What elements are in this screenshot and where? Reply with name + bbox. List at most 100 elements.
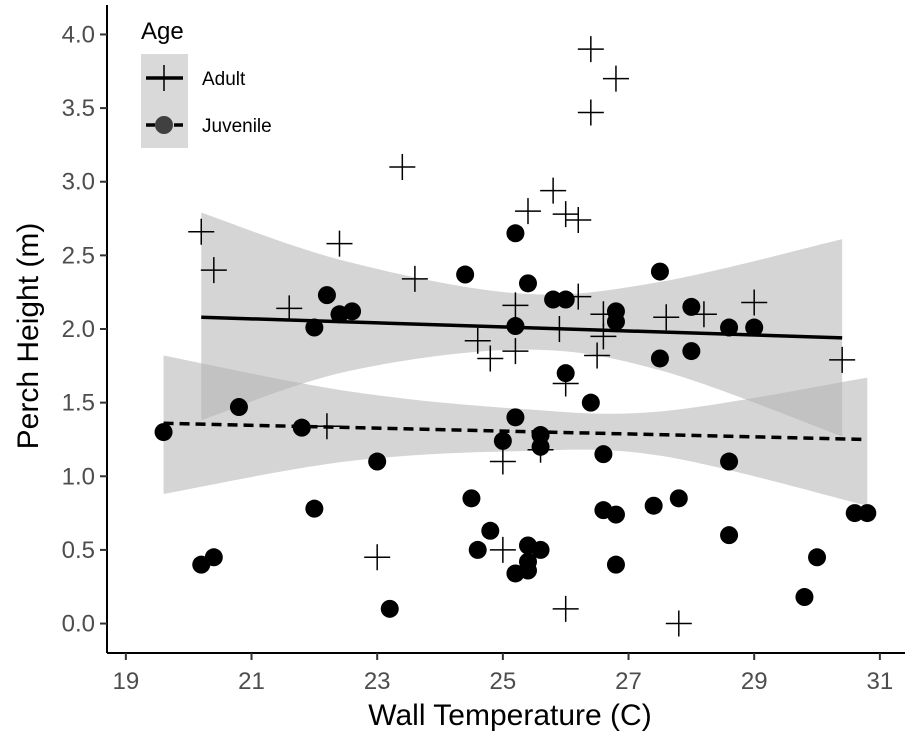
juvenile-point: [456, 265, 475, 284]
juvenile-point: [531, 540, 550, 559]
juvenile-point: [544, 290, 563, 309]
juvenile-point: [506, 224, 525, 243]
adult-point: [577, 99, 604, 126]
juvenile-point: [669, 489, 688, 508]
adult-point: [502, 338, 529, 365]
x-tick-label: 21: [238, 668, 265, 695]
juvenile-point: [506, 317, 525, 336]
adult-point: [546, 316, 573, 342]
juvenile-point: [518, 274, 537, 293]
adult-point: [565, 207, 592, 234]
data-points: [154, 36, 877, 637]
juvenile-point: [808, 548, 827, 567]
x-axis-title: Wall Temperature (C): [368, 699, 651, 732]
juvenile-point: [493, 431, 512, 450]
juvenile-point: [650, 349, 669, 368]
juvenile-point: [462, 489, 481, 508]
juvenile-point: [644, 496, 663, 515]
juvenile-point: [229, 398, 248, 417]
juvenile-confidence-band: [163, 355, 868, 506]
juvenile-point: [531, 437, 550, 456]
juvenile-trend-line: [163, 421, 868, 442]
y-tick-label: 1.5: [62, 390, 95, 417]
juvenile-point: [606, 505, 625, 524]
adult-point: [313, 413, 340, 440]
juvenile-point: [720, 452, 739, 471]
x-tick-label: 19: [112, 668, 139, 695]
adult-point: [602, 65, 629, 92]
juvenile-point: [506, 408, 525, 427]
juvenile-point: [556, 364, 575, 383]
adult-point: [489, 448, 516, 475]
juvenile-point: [795, 588, 814, 607]
adult-point: [829, 346, 856, 373]
adult-point: [188, 218, 215, 245]
juvenile-point: [606, 555, 625, 574]
adult-point: [741, 289, 768, 316]
juvenile-point: [368, 452, 387, 471]
adult-point: [464, 327, 491, 354]
adult-legend-label: Adult: [202, 69, 246, 90]
x-tick-label: 31: [867, 668, 894, 695]
juvenile-point: [481, 521, 500, 540]
y-tick-label: 0.0: [62, 611, 95, 638]
juvenile-point: [594, 445, 613, 464]
juvenile-point: [682, 342, 701, 361]
juvenile-point: [556, 290, 575, 309]
y-axis-title: Perch Height (m): [12, 223, 45, 450]
adult-legend-marker: [151, 65, 177, 91]
legend-title: Age: [141, 18, 184, 45]
juvenile-legend-label: Juvenile: [202, 116, 272, 137]
axes: [100, 5, 905, 660]
juvenile-point: [720, 318, 739, 337]
adult-point: [389, 154, 416, 180]
juvenile-point: [682, 297, 701, 316]
juvenile-point: [305, 499, 324, 518]
adult-point: [401, 265, 428, 292]
y-tick-label: 3.0: [62, 169, 95, 196]
adult-point: [200, 257, 227, 284]
juvenile-point: [343, 302, 362, 321]
juvenile-point: [858, 504, 877, 523]
adult-point: [577, 36, 604, 63]
x-tick-label: 29: [741, 668, 768, 695]
juvenile-point: [380, 599, 399, 618]
legend: Age Adult Juvenile: [141, 18, 272, 148]
juvenile-point: [845, 504, 864, 523]
adult-point: [653, 304, 680, 331]
adult-point: [540, 177, 567, 204]
adult-point: [364, 544, 391, 571]
adult-point: [326, 230, 353, 257]
juvenile-legend-marker: [155, 116, 173, 134]
y-tick-label: 3.5: [62, 95, 95, 122]
y-tick-label: 2.0: [62, 316, 95, 343]
adult-point: [489, 536, 516, 563]
juvenile-point: [154, 423, 173, 442]
juvenile-point: [292, 418, 311, 437]
x-tick-label: 23: [364, 668, 391, 695]
juvenile-point: [720, 526, 739, 545]
juvenile-point: [650, 262, 669, 281]
adult-point: [502, 292, 529, 319]
tick-labels: 19 21 23 25 27 29 31 0.0 0.5 1.0 1.5 2.0 2.5 3.0 3.5 4.…: [62, 21, 894, 695]
y-tick-label: 2.5: [62, 242, 95, 269]
y-tick-label: 0.5: [62, 537, 95, 564]
juvenile-point: [518, 552, 537, 571]
juvenile-point: [581, 393, 600, 412]
juvenile-point: [317, 286, 336, 305]
adult-point: [552, 201, 579, 228]
x-tick-label: 27: [615, 668, 642, 695]
y-tick-label: 1.0: [62, 463, 95, 490]
adult-point: [665, 610, 692, 637]
adult-point: [514, 198, 541, 225]
adult-point: [276, 295, 303, 322]
adult-point: [552, 595, 579, 622]
juvenile-point: [468, 540, 487, 559]
y-tick-label: 4.0: [62, 21, 95, 48]
x-tick-label: 25: [490, 668, 517, 695]
juvenile-point: [606, 312, 625, 331]
juvenile-point: [745, 318, 764, 337]
adult-point: [584, 342, 611, 369]
adult-point: [590, 323, 617, 350]
